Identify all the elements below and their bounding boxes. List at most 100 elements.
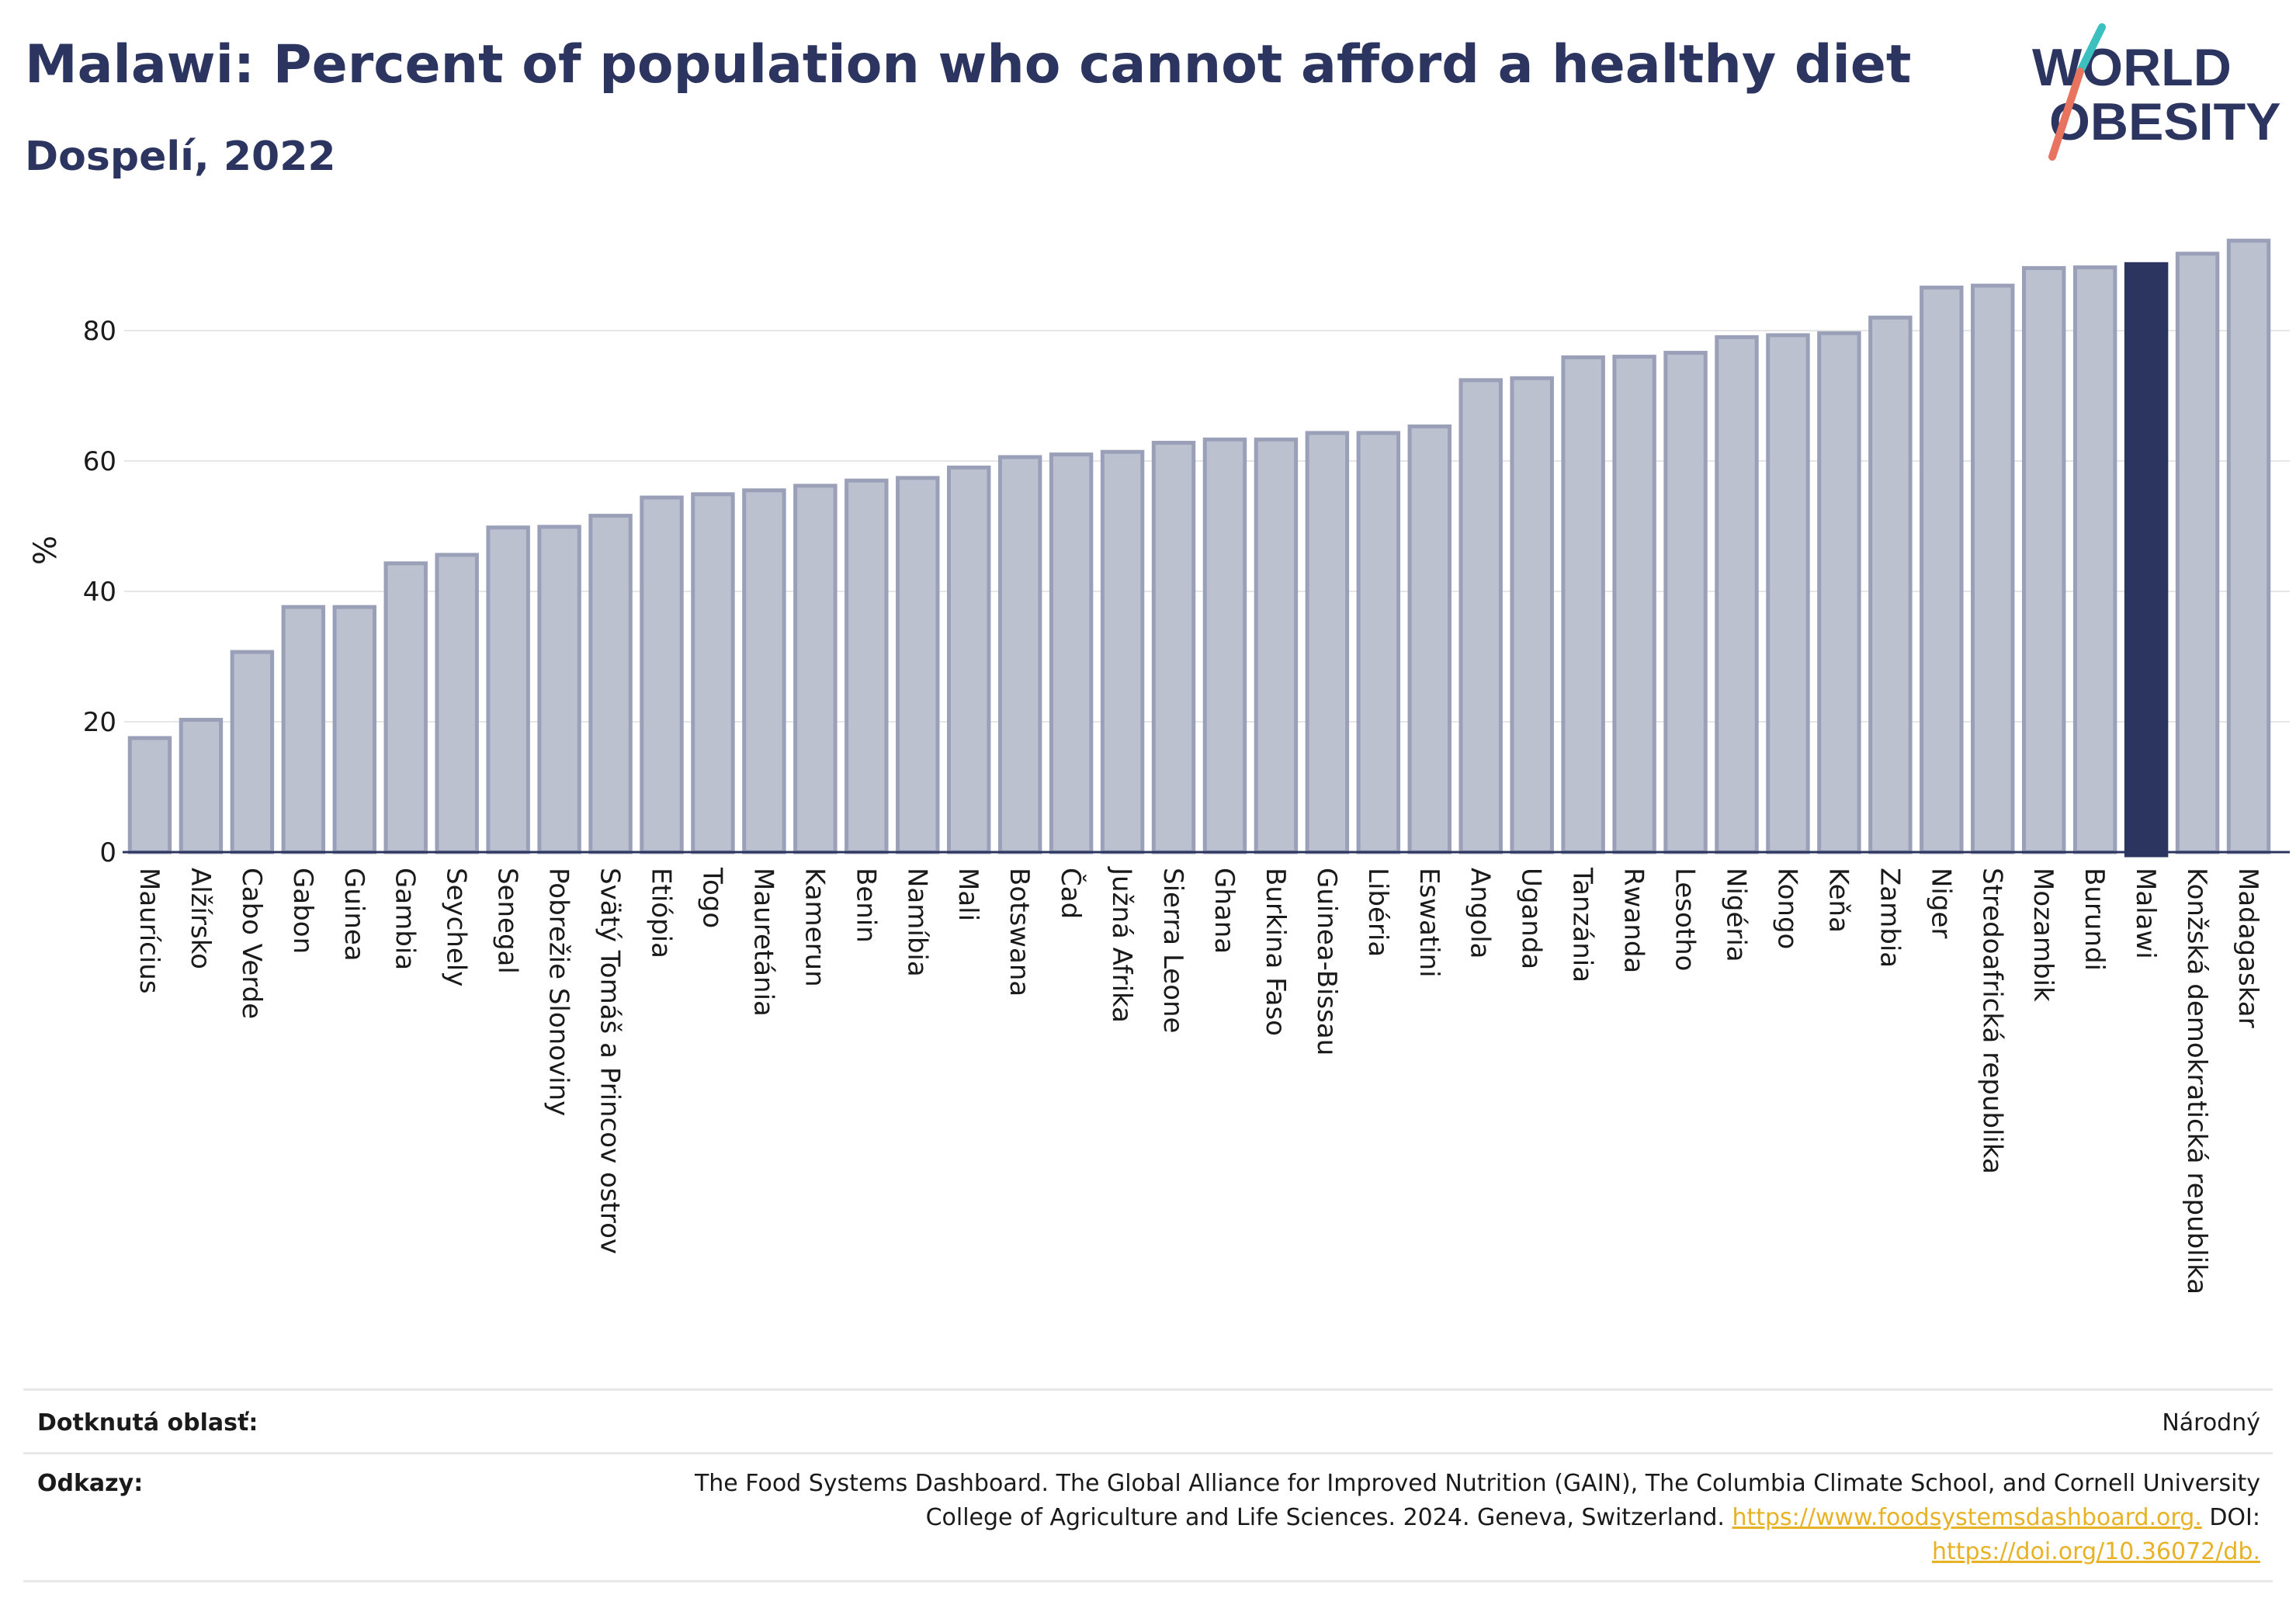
x-tick-label: Keňa [1823, 868, 1854, 933]
x-tick-label: Madagaskar [2232, 868, 2263, 1028]
refs-line-1: The Food Systems Dashboard. The Global A… [694, 1470, 2260, 1497]
logo-slash-teal [2076, 23, 2106, 75]
y-tick-label: 80 [83, 316, 116, 347]
area-value: Národný [2162, 1409, 2260, 1437]
x-tick-label: Angola [1465, 868, 1496, 958]
bar-čad [1049, 452, 1094, 854]
bar-kamerun [793, 483, 838, 854]
y-axis-label: % [28, 535, 64, 565]
y-tick-label: 20 [83, 707, 116, 738]
x-tick-label: Botswana [1004, 868, 1035, 996]
x-tick-label: Seychely [441, 868, 472, 986]
page-subtitle: Dospelí, 2022 [25, 133, 336, 180]
bar-mauretánia [742, 488, 786, 854]
bar-gambia [383, 561, 428, 854]
bar-rwanda [1612, 355, 1656, 854]
x-tick-label: Cabo Verde [236, 868, 267, 1019]
bar-angola [1458, 378, 1503, 854]
area-label: Dotknutá oblasť: [37, 1409, 258, 1437]
bar-madagaskar [2226, 238, 2271, 854]
bar-burkina-faso [1254, 437, 1299, 854]
bar-niger [1920, 286, 1964, 854]
bar-senegal [486, 525, 530, 854]
bar-pobrežie-slonoviny [537, 525, 581, 854]
x-tick-label: Mozambik [2027, 868, 2058, 1002]
bar-kongo [1766, 333, 1810, 854]
x-tick-label: Gambia [390, 868, 421, 970]
bar-guinea [332, 605, 377, 854]
bar-malawi [2124, 262, 2169, 858]
x-tick-label: Južná Afrika [1106, 866, 1137, 1023]
x-tick-label: Guinea-Bissau [1311, 868, 1342, 1055]
x-tick-label: Niger [1925, 868, 1956, 938]
x-tick-label: Burkina Faso [1260, 868, 1291, 1036]
x-tick-label: Svätý Tomáš a Princov ostrov [595, 868, 626, 1254]
bar-libéria [1356, 431, 1401, 854]
axes: 0 20 40 60 80% [28, 316, 2290, 868]
page-title: Malawi: Percent of population who cannot… [25, 34, 1912, 95]
bar-botswana [997, 455, 1042, 854]
x-tick-label: Gabon [287, 868, 318, 954]
refs-text: The Food Systems Dashboard. The Global A… [475, 1467, 2260, 1569]
bars [127, 238, 2271, 858]
x-tick-label: Nigéria [1721, 868, 1752, 962]
bar-cabo-verde [230, 650, 275, 854]
logo-slash-coral [2048, 68, 2084, 161]
bar-seychely [435, 553, 479, 854]
category-labels: Maurícius Alžírsko Cabo Verde Gabon Guinea Ga… [134, 866, 2263, 1294]
bar-guinea-bissau [1305, 431, 1350, 854]
y-tick-label: 0 [99, 837, 116, 868]
y-tick-label: 40 [83, 577, 116, 608]
x-tick-label: Namíbia [901, 868, 932, 977]
doi-link[interactable]: https://doi.org/10.36072/db. [1932, 1538, 2260, 1565]
x-tick-label: Kamerun [799, 868, 830, 987]
bar-alžírsko [179, 717, 224, 854]
footer-divider-middle [23, 1452, 2273, 1454]
dashboard-link[interactable]: https://www.foodsystemsdashboard.org. [1732, 1504, 2202, 1531]
x-tick-label: Senegal [492, 868, 523, 974]
x-tick-label: Tanzánia [1567, 867, 1598, 983]
world-obesity-logo: WORLD OBESITY [2032, 23, 2281, 161]
x-tick-label: Ghana [1209, 868, 1240, 954]
bar-nigéria [1715, 334, 1759, 854]
bar-lesotho [1663, 351, 1708, 854]
bar-togo [691, 492, 735, 854]
bar-uganda [1510, 376, 1554, 854]
footer-area-row: Dotknutá oblasť: Národný [23, 1406, 2273, 1445]
bar-etiópia [640, 495, 684, 854]
bar-namíbia [896, 476, 940, 854]
x-tick-label: Pobrežie Slonoviny [543, 868, 574, 1116]
x-tick-label: Lesotho [1670, 868, 1701, 971]
x-tick-label: Mauretánia [747, 868, 779, 1017]
bar-mali [946, 465, 991, 854]
x-tick-label: Čad [1055, 868, 1087, 919]
bar-chart: 0 20 40 60 80% Maurícius Alžírsko Cabo Verde Ga… [28, 238, 2290, 1294]
bar-konžská-demokratická-republika [2175, 251, 2220, 854]
bar-svätý-tomáš-a-princov-ostrov [588, 514, 633, 854]
x-tick-label: Stredoafrická republika [1976, 868, 2007, 1174]
x-tick-label: Uganda [1516, 868, 1547, 969]
bar-južná-afrika [1100, 449, 1145, 854]
x-tick-label: Malawi [2130, 868, 2161, 959]
refs-line-2-text: College of Agriculture and Life Sciences… [925, 1504, 1732, 1531]
x-tick-label: Mali [952, 868, 983, 921]
x-tick-label: Kongo [1771, 868, 1802, 949]
bar-sierra-leone [1151, 440, 1196, 854]
refs-label: Odkazy: [37, 1470, 144, 1497]
bar-maurícius [127, 736, 172, 854]
footer-divider-bottom [23, 1580, 2273, 1582]
x-tick-label: Guinea [338, 868, 369, 962]
x-tick-label: Eswatini [1413, 868, 1445, 978]
footer-refs-row: Odkazy: The Food Systems Dashboard. The … [23, 1467, 2273, 1583]
bar-gabon [281, 605, 326, 854]
x-tick-label: Burundi [2079, 868, 2110, 971]
x-tick-label: Sierra Leone [1157, 868, 1188, 1033]
x-tick-label: Maurícius [134, 868, 165, 994]
doi-label: DOI: [2201, 1504, 2260, 1531]
bar-stredoafrická-republika [1971, 283, 2015, 854]
x-tick-label: Rwanda [1618, 868, 1649, 973]
bar-eswatini [1407, 424, 1452, 854]
bar-mozambik [2021, 265, 2066, 854]
bar-ghana [1202, 437, 1247, 854]
x-tick-label: Benin [850, 868, 881, 943]
